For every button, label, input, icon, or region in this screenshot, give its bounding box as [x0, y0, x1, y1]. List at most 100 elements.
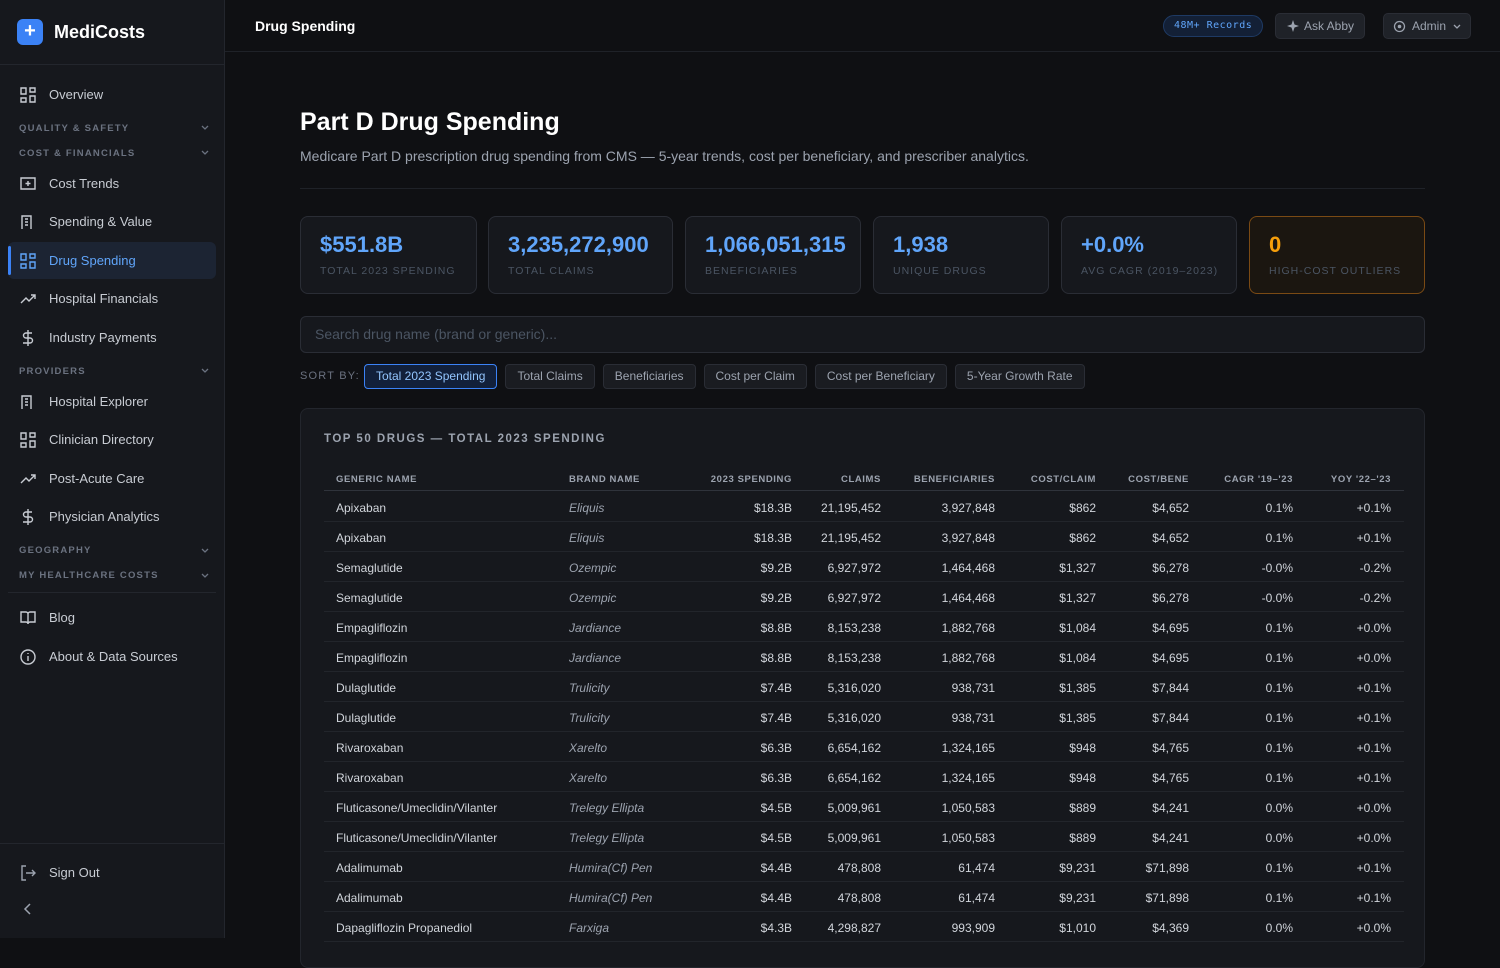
cell: Rivaroxaban: [336, 741, 404, 755]
nav-label: Clinician Directory: [49, 432, 154, 447]
divider: [300, 188, 1425, 189]
cell: Dulaglutide: [336, 711, 397, 725]
user-label: Admin: [1412, 19, 1447, 33]
nav-item[interactable]: Hospital Explorer: [8, 383, 216, 420]
cell: 61,474: [958, 891, 995, 905]
cell: 0.1%: [1265, 891, 1293, 905]
cell: Ozempic: [569, 561, 617, 575]
table-row[interactable]: Fluticasone/Umeclidin/Vilanter Trelegy El…: [324, 822, 1404, 852]
cell: 0.1%: [1265, 741, 1293, 755]
cell: 1,324,165: [941, 741, 995, 755]
sort-option[interactable]: Cost per Claim: [703, 364, 807, 389]
nav-item[interactable]: Clinician Directory: [8, 421, 216, 458]
nav-label: Industry Payments: [49, 329, 157, 345]
table-row[interactable]: Dulaglutide Trulicity $7.4B 5,316,020 938,73…: [324, 702, 1404, 732]
cell: YOY '22–'23: [1330, 474, 1391, 485]
cell: $7,844: [1152, 681, 1189, 695]
cell: $18.3B: [753, 501, 792, 515]
stat-value: 1,938: [893, 232, 949, 257]
cell: $4,369: [1152, 921, 1189, 935]
table-row[interactable]: Apixaban Eliquis $18.3B 21,195,452 3,927,848…: [324, 492, 1404, 522]
cell: $7,844: [1152, 711, 1189, 725]
nav-item[interactable]: Spending & Value: [8, 203, 216, 240]
nav-section[interactable]: COST & FINANCIALS: [19, 146, 209, 160]
table-row[interactable]: Rivaroxaban Xarelto $6.3B 6,654,162 1,324,16…: [324, 762, 1404, 792]
topbar: Drug Spending 48M+ Records Ask Abby Admi…: [225, 0, 1500, 52]
sort-option[interactable]: Beneficiaries: [602, 364, 696, 389]
cell: 478,808: [837, 891, 881, 905]
brand[interactable]: MediCosts: [54, 22, 146, 42]
cell: $4,695: [1152, 621, 1189, 635]
cell: Fluticasone/Umeclidin/Vilanter: [336, 801, 498, 815]
cell: $4.5B: [760, 801, 792, 815]
sort-option[interactable]: Total Claims: [505, 364, 595, 389]
cell: $1,385: [1059, 711, 1096, 725]
table-title: TOP 50 DRUGS — TOTAL 2023 SPENDING: [324, 433, 606, 445]
nav-item[interactable]: About & Data Sources: [8, 638, 216, 675]
table-row[interactable]: Fluticasone/Umeclidin/Vilanter Trelegy El…: [324, 792, 1404, 822]
nav-section[interactable]: PROVIDERS: [19, 364, 209, 378]
table-row[interactable]: Adalimumab Humira(Cf) Pen $4.4B 478,808 61,4…: [324, 882, 1404, 912]
cell: Jardiance: [569, 651, 622, 665]
cell: 0.1%: [1265, 681, 1293, 695]
cell: $1,010: [1059, 921, 1096, 935]
ask-button[interactable]: Ask Abby: [1275, 13, 1366, 39]
cell: GENERIC NAME: [336, 474, 418, 485]
sort-option[interactable]: 5-Year Growth Rate: [954, 364, 1085, 389]
nav-label: Hospital Financials: [49, 291, 159, 306]
cell: 938,731: [951, 711, 995, 725]
collapse-button[interactable]: [22, 903, 34, 915]
cell: $4,652: [1152, 501, 1189, 515]
logo-icon[interactable]: +: [17, 19, 43, 45]
nav-item[interactable]: Cost Trends: [8, 165, 216, 202]
search-input[interactable]: Search drug name (brand or generic)...: [300, 316, 1425, 353]
table-row[interactable]: Dulaglutide Trulicity $7.4B 5,316,020 938,73…: [324, 672, 1404, 702]
cell: +0.0%: [1356, 621, 1391, 635]
nav-section[interactable]: MY HEALTHCARE COSTS: [19, 569, 209, 583]
table-row[interactable]: Apixaban Eliquis $18.3B 21,195,452 3,927,848…: [324, 522, 1404, 552]
sign-out[interactable]: Sign Out: [8, 854, 216, 891]
nav-item[interactable]: Post-Acute Care: [8, 460, 216, 497]
cell: $4,241: [1152, 831, 1189, 845]
cell: $1,084: [1059, 621, 1096, 635]
cell: $862: [1069, 501, 1096, 515]
cell: 1,050,583: [941, 831, 995, 845]
table-row[interactable]: Empagliflozin Jardiance $8.8B 8,153,238 1,88…: [324, 612, 1404, 642]
cell: $6.3B: [760, 741, 792, 755]
nav-item[interactable]: Hospital Financials: [8, 280, 216, 317]
stat-card: 0 HIGH-COST OUTLIERS: [1249, 216, 1425, 294]
table-row[interactable]: Rivaroxaban Xarelto $6.3B 6,654,162 1,324,16…: [324, 732, 1404, 762]
ask-label: Ask Abby: [1304, 19, 1355, 33]
cell: Empagliflozin: [336, 651, 408, 665]
table-row[interactable]: Semaglutide Ozempic $9.2B 6,927,972 1,464,46…: [324, 552, 1404, 582]
user-menu[interactable]: Admin: [1383, 13, 1472, 39]
cell: $6,278: [1152, 561, 1189, 575]
nav-label: Overview: [49, 86, 104, 102]
cell: +0.1%: [1356, 711, 1391, 725]
nav-item[interactable]: Industry Payments: [8, 319, 216, 356]
nav-section[interactable]: GEOGRAPHY: [19, 544, 209, 558]
table-row[interactable]: Empagliflozin Jardiance $8.8B 8,153,238 1,88…: [324, 642, 1404, 672]
nav-section[interactable]: QUALITY & SAFETY: [19, 121, 209, 135]
cell: 0.1%: [1265, 711, 1293, 725]
cell: Trelegy Ellipta: [569, 801, 645, 815]
section-label: MY HEALTHCARE COSTS: [19, 570, 159, 581]
sort-option[interactable]: Cost per Beneficiary: [814, 364, 947, 389]
cell: Jardiance: [569, 621, 622, 635]
cell: +0.1%: [1356, 741, 1391, 755]
cell: 1,464,468: [941, 561, 995, 575]
table-row[interactable]: Adalimumab Humira(Cf) Pen $4.4B 478,808 61,4…: [324, 852, 1404, 882]
nav-item[interactable]: Drug Spending: [8, 241, 216, 279]
nav-item[interactable]: Overview: [8, 76, 216, 113]
cell: 61,474: [958, 861, 995, 875]
table-row[interactable]: Semaglutide Ozempic $9.2B 6,927,972 1,464,46…: [324, 582, 1404, 612]
cell: +0.1%: [1356, 861, 1391, 875]
nav-item[interactable]: Blog: [8, 599, 216, 636]
cell: $4,765: [1152, 771, 1189, 785]
nav-item[interactable]: Physician Analytics: [8, 498, 216, 535]
nav-label: Physician Analytics: [49, 509, 160, 524]
cell: Dulaglutide: [336, 681, 397, 695]
cell: 21,195,452: [820, 501, 881, 515]
sort-option[interactable]: Total 2023 Spending: [364, 364, 498, 389]
